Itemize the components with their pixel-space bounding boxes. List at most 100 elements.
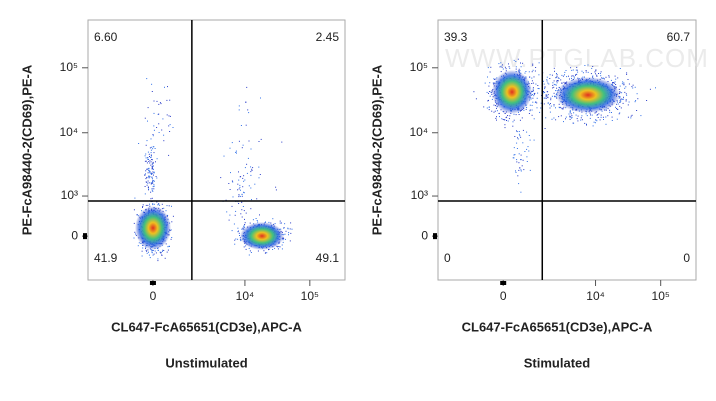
event-dot bbox=[149, 257, 151, 259]
event-dot bbox=[151, 177, 153, 179]
event-dot bbox=[615, 106, 616, 108]
event-dot bbox=[649, 88, 651, 90]
event-dot bbox=[571, 117, 573, 119]
event-dot bbox=[501, 66, 503, 68]
event-dot bbox=[280, 222, 282, 224]
event-dot bbox=[532, 90, 534, 92]
event-dot bbox=[152, 162, 154, 164]
event-dot bbox=[152, 165, 154, 167]
event-dot bbox=[256, 220, 258, 221]
event-dot bbox=[148, 251, 149, 253]
event-dot bbox=[543, 83, 545, 85]
event-dot bbox=[609, 111, 611, 113]
event-dot bbox=[250, 208, 252, 210]
event-dot bbox=[526, 131, 528, 133]
event-dot bbox=[160, 103, 162, 105]
event-dot bbox=[235, 210, 237, 212]
event-dot bbox=[134, 231, 136, 233]
event-dot bbox=[150, 174, 152, 175]
event-dot bbox=[546, 79, 548, 81]
event-dot bbox=[621, 83, 623, 85]
event-dot bbox=[630, 115, 632, 117]
event-dot bbox=[537, 88, 539, 89]
event-dot bbox=[582, 76, 584, 78]
event-dot bbox=[144, 186, 146, 187]
event-dot bbox=[231, 205, 233, 207]
event-dot bbox=[520, 62, 521, 64]
event-dot bbox=[556, 74, 558, 76]
event-dot bbox=[491, 93, 493, 95]
event-dot bbox=[519, 167, 521, 169]
event-dot bbox=[145, 153, 147, 155]
density-core bbox=[135, 206, 171, 250]
event-dot bbox=[157, 258, 159, 260]
x-tick-label: 10⁵ bbox=[301, 289, 319, 303]
event-dot bbox=[589, 112, 591, 114]
event-dot bbox=[278, 246, 280, 247]
event-dot bbox=[520, 191, 522, 193]
event-dot bbox=[275, 186, 277, 188]
event-dot bbox=[559, 106, 561, 108]
event-dot bbox=[526, 148, 528, 150]
event-dot bbox=[488, 106, 490, 108]
quadrant-percent: 60.7 bbox=[667, 30, 691, 44]
y-tick-label: 10⁴ bbox=[409, 125, 428, 139]
event-dot bbox=[240, 213, 242, 215]
event-dot bbox=[597, 117, 599, 118]
event-dot bbox=[506, 120, 507, 121]
x-axis-label: CL647-FcA65651(CD3e),APC-A bbox=[462, 319, 653, 334]
event-dot bbox=[569, 112, 571, 114]
event-dot bbox=[151, 252, 153, 254]
event-dot bbox=[573, 112, 575, 114]
y-tick-label: 10³ bbox=[61, 188, 78, 202]
event-dot bbox=[258, 177, 260, 179]
event-dot bbox=[550, 97, 552, 99]
event-dot bbox=[554, 70, 555, 72]
event-dot bbox=[532, 94, 533, 96]
event-dot bbox=[561, 82, 563, 84]
event-dot bbox=[257, 250, 259, 252]
event-dot bbox=[152, 134, 154, 135]
event-dot bbox=[533, 118, 535, 120]
event-dot bbox=[241, 228, 243, 230]
event-dot bbox=[142, 206, 144, 207]
event-dot bbox=[151, 176, 153, 178]
event-dot bbox=[531, 77, 533, 79]
event-dot bbox=[529, 104, 531, 106]
event-dot bbox=[615, 78, 617, 80]
event-dot bbox=[534, 92, 536, 94]
event-dot bbox=[488, 99, 489, 101]
event-dot bbox=[514, 136, 516, 137]
event-dot bbox=[232, 181, 234, 183]
event-dot bbox=[575, 74, 576, 76]
event-dot bbox=[576, 66, 578, 68]
event-dot bbox=[502, 68, 504, 70]
event-dot bbox=[529, 76, 531, 78]
event-dot bbox=[528, 135, 530, 136]
event-dot bbox=[625, 86, 627, 88]
y-tick-label: 10⁵ bbox=[410, 60, 428, 74]
event-dot bbox=[168, 125, 170, 127]
event-dot bbox=[535, 67, 537, 68]
event-dot bbox=[504, 127, 506, 129]
event-dot bbox=[547, 94, 549, 96]
event-dot bbox=[525, 71, 527, 72]
event-dot bbox=[518, 114, 520, 115]
event-dot bbox=[147, 168, 149, 170]
event-dot bbox=[141, 210, 143, 212]
event-dot bbox=[250, 166, 252, 168]
event-dot bbox=[169, 99, 171, 101]
event-dot bbox=[561, 107, 563, 109]
event-dot bbox=[590, 73, 592, 75]
event-dot bbox=[522, 159, 524, 161]
event-dot bbox=[156, 127, 158, 128]
panel-subtitle: Stimulated bbox=[524, 355, 591, 370]
event-dot bbox=[487, 67, 489, 69]
event-dot bbox=[234, 243, 236, 245]
event-dot bbox=[492, 82, 494, 84]
event-dot bbox=[611, 120, 613, 121]
event-dot bbox=[619, 101, 621, 103]
event-dot bbox=[515, 114, 517, 116]
event-dot bbox=[491, 98, 493, 100]
event-dot bbox=[623, 83, 625, 85]
